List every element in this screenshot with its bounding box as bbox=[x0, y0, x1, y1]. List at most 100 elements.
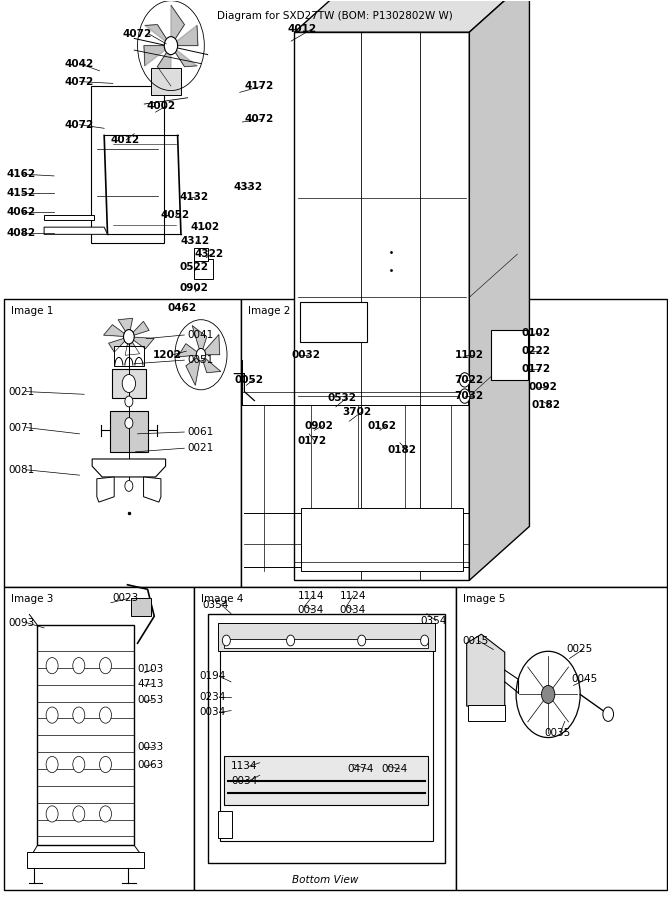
Text: 4322: 4322 bbox=[194, 249, 223, 259]
Text: 0081: 0081 bbox=[9, 464, 35, 475]
Circle shape bbox=[222, 635, 230, 646]
Circle shape bbox=[122, 374, 136, 392]
Polygon shape bbox=[294, 0, 529, 32]
Text: 1114: 1114 bbox=[298, 590, 324, 600]
Bar bbox=[300, 302, 367, 342]
Text: 0071: 0071 bbox=[9, 422, 35, 433]
Text: 4332: 4332 bbox=[233, 182, 262, 192]
Bar bbox=[91, 86, 165, 243]
Polygon shape bbox=[178, 344, 201, 357]
Text: 0354: 0354 bbox=[202, 599, 229, 609]
Circle shape bbox=[286, 635, 294, 646]
Polygon shape bbox=[129, 321, 149, 337]
Bar bbox=[224, 639, 428, 648]
Text: 0034: 0034 bbox=[298, 605, 324, 615]
Text: 0024: 0024 bbox=[381, 764, 407, 774]
Text: 0103: 0103 bbox=[138, 664, 164, 674]
Text: 4312: 4312 bbox=[181, 236, 210, 246]
Bar bbox=[4, 587, 194, 890]
Text: 0522: 0522 bbox=[179, 262, 209, 272]
Polygon shape bbox=[97, 477, 114, 502]
Text: 0045: 0045 bbox=[571, 674, 598, 684]
Bar bbox=[194, 259, 213, 279]
Text: 0162: 0162 bbox=[368, 420, 397, 431]
Text: 0063: 0063 bbox=[138, 760, 164, 770]
Polygon shape bbox=[467, 634, 504, 706]
Polygon shape bbox=[104, 325, 129, 337]
Bar bbox=[217, 623, 435, 652]
Circle shape bbox=[460, 373, 470, 387]
Polygon shape bbox=[144, 46, 171, 66]
Text: 4072: 4072 bbox=[244, 114, 274, 124]
Bar bbox=[241, 299, 667, 587]
Text: 1134: 1134 bbox=[231, 761, 258, 771]
Text: 4082: 4082 bbox=[6, 228, 35, 238]
Circle shape bbox=[358, 635, 366, 646]
Circle shape bbox=[603, 707, 613, 722]
Text: 4172: 4172 bbox=[244, 81, 274, 91]
Bar bbox=[194, 587, 456, 890]
Text: 0021: 0021 bbox=[187, 443, 214, 454]
Polygon shape bbox=[44, 214, 94, 220]
Bar bbox=[217, 811, 232, 838]
Bar bbox=[131, 598, 151, 616]
Circle shape bbox=[125, 396, 133, 407]
Circle shape bbox=[100, 658, 112, 674]
Polygon shape bbox=[192, 326, 207, 355]
Text: 1202: 1202 bbox=[153, 350, 182, 360]
Text: Diagram for SXD27TW (BOM: P1302802W W): Diagram for SXD27TW (BOM: P1302802W W) bbox=[217, 12, 452, 22]
Text: 0033: 0033 bbox=[138, 742, 164, 751]
Text: 3702: 3702 bbox=[343, 408, 372, 418]
Circle shape bbox=[196, 348, 205, 361]
Circle shape bbox=[46, 658, 58, 674]
Circle shape bbox=[46, 707, 58, 724]
Text: Image 3: Image 3 bbox=[11, 594, 53, 604]
Bar bbox=[224, 755, 428, 805]
Bar bbox=[294, 32, 470, 580]
Circle shape bbox=[73, 756, 85, 772]
Text: 0061: 0061 bbox=[187, 427, 214, 437]
Text: 0234: 0234 bbox=[199, 692, 226, 702]
Text: Image 4: Image 4 bbox=[201, 594, 244, 604]
Bar bbox=[37, 626, 134, 845]
Circle shape bbox=[100, 756, 112, 772]
Circle shape bbox=[46, 756, 58, 772]
Bar bbox=[27, 851, 145, 868]
Polygon shape bbox=[171, 25, 198, 46]
Text: 0354: 0354 bbox=[420, 616, 446, 625]
Circle shape bbox=[125, 481, 133, 491]
Circle shape bbox=[73, 707, 85, 724]
Text: 0021: 0021 bbox=[9, 387, 35, 397]
Text: Image 5: Image 5 bbox=[463, 594, 505, 604]
Text: 0034: 0034 bbox=[199, 707, 226, 717]
Bar bbox=[112, 369, 146, 398]
Circle shape bbox=[100, 806, 112, 822]
Bar bbox=[301, 508, 463, 572]
Text: 0025: 0025 bbox=[567, 644, 593, 654]
Text: 1124: 1124 bbox=[340, 590, 367, 600]
Polygon shape bbox=[108, 337, 129, 352]
Text: 0102: 0102 bbox=[521, 328, 551, 338]
Text: 0052: 0052 bbox=[234, 375, 264, 385]
Text: 4012: 4012 bbox=[111, 135, 140, 145]
Circle shape bbox=[73, 658, 85, 674]
Circle shape bbox=[124, 329, 134, 344]
Text: 0034: 0034 bbox=[231, 776, 258, 786]
Text: 0462: 0462 bbox=[168, 303, 197, 313]
Text: 0222: 0222 bbox=[521, 346, 551, 356]
Bar bbox=[194, 248, 207, 261]
Text: 0194: 0194 bbox=[199, 671, 226, 681]
Text: 4042: 4042 bbox=[64, 58, 94, 68]
Circle shape bbox=[46, 806, 58, 822]
Bar bbox=[207, 614, 445, 863]
Circle shape bbox=[421, 635, 429, 646]
Polygon shape bbox=[201, 355, 221, 373]
Polygon shape bbox=[144, 477, 161, 502]
Polygon shape bbox=[44, 227, 108, 234]
Bar bbox=[219, 645, 433, 841]
Text: 4713: 4713 bbox=[138, 679, 164, 688]
Circle shape bbox=[541, 686, 555, 704]
Text: 0182: 0182 bbox=[388, 445, 417, 455]
Text: Image 1: Image 1 bbox=[11, 306, 53, 316]
Polygon shape bbox=[201, 335, 219, 355]
